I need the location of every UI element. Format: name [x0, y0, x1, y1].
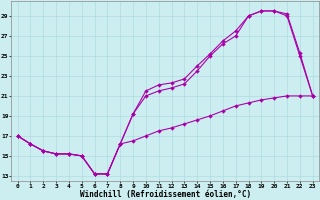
X-axis label: Windchill (Refroidissement éolien,°C): Windchill (Refroidissement éolien,°C)	[80, 190, 251, 199]
